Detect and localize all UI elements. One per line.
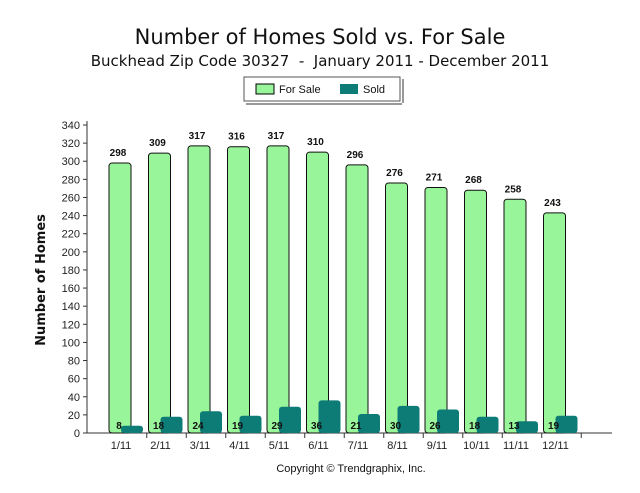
legend-label-sold: Sold <box>363 84 385 96</box>
bar-for-sale <box>503 198 527 434</box>
data-label-sold: 19 <box>232 421 244 432</box>
data-label-for-sale: 268 <box>465 175 482 186</box>
data-label-for-sale: 310 <box>307 137 324 148</box>
bar-sold <box>397 405 420 433</box>
data-label-sold: 8 <box>116 421 122 432</box>
bar-for-sale <box>266 145 290 434</box>
data-label-for-sale: 317 <box>268 131 285 142</box>
y-tick-label: 0 <box>74 428 80 440</box>
bar-for-sale <box>424 187 448 434</box>
y-tick-label: 200 <box>62 247 80 259</box>
data-label-sold: 19 <box>548 421 560 432</box>
y-tick-label: 220 <box>62 229 80 241</box>
y-tick-label: 100 <box>62 337 80 349</box>
data-label-sold: 30 <box>390 421 402 432</box>
data-label-sold: 18 <box>153 421 165 432</box>
y-tick-label: 20 <box>68 410 80 422</box>
x-tick-label: 4/11 <box>229 440 250 452</box>
bar-sold <box>555 415 578 433</box>
bar-for-sale <box>187 145 211 434</box>
bar-sold <box>318 400 341 433</box>
bar-sold <box>476 416 499 433</box>
bar-sold <box>516 421 538 433</box>
y-tick-label: 320 <box>62 138 80 150</box>
bar-for-sale <box>385 182 408 434</box>
x-tick-label: 2/11 <box>150 440 171 452</box>
y-tick-label: 280 <box>62 174 80 186</box>
bar-for-sale <box>227 146 250 434</box>
x-tick-label: 7/11 <box>348 440 369 452</box>
y-tick-label: 40 <box>68 392 80 404</box>
x-tick-label: 10/11 <box>463 440 490 452</box>
bar-sold <box>279 406 301 433</box>
x-tick-label: 5/11 <box>269 440 290 452</box>
copyright: Copyright © Trendgraphix, Inc. <box>276 463 425 475</box>
data-label-sold: 13 <box>508 421 520 432</box>
bar-sold <box>437 409 459 433</box>
data-label-sold: 21 <box>350 421 362 432</box>
data-label-for-sale: 298 <box>110 148 127 159</box>
bar-sold <box>121 425 143 433</box>
bar-sold <box>239 415 262 433</box>
data-label-for-sale: 309 <box>149 138 166 149</box>
data-label-for-sale: 258 <box>505 184 522 195</box>
bar-sold <box>160 416 183 433</box>
chart-title: Number of Homes Sold vs. For Sale <box>135 25 506 49</box>
legend-swatch-sold <box>340 84 358 94</box>
data-label-sold: 24 <box>192 421 204 432</box>
y-tick-label: 80 <box>68 356 80 368</box>
y-tick-label: 260 <box>62 192 80 204</box>
y-axis-label: Number of Homes <box>34 214 49 346</box>
y-tick-label: 140 <box>62 301 80 313</box>
x-tick-label: 3/11 <box>190 440 211 452</box>
data-label-for-sale: 316 <box>228 132 245 143</box>
chart-subtitle: Buckhead Zip Code 30327 - January 2011 -… <box>91 52 550 70</box>
data-label-sold: 29 <box>271 421 283 432</box>
bar-sold <box>358 413 380 433</box>
bar-for-sale <box>108 162 132 434</box>
legend: For Sale Sold <box>243 76 404 105</box>
bar-sold <box>200 411 222 433</box>
x-tick-label: 8/11 <box>387 440 408 452</box>
x-tick-label: 9/11 <box>427 440 448 452</box>
data-label-for-sale: 317 <box>189 131 206 142</box>
legend-label-for-sale: For Sale <box>279 84 321 96</box>
bar-for-sale <box>464 189 487 434</box>
y-tick-label: 180 <box>62 265 80 277</box>
x-tick-label: 12/11 <box>542 440 569 452</box>
y-tick-label: 160 <box>62 283 80 295</box>
x-tick-label: 6/11 <box>308 440 329 452</box>
data-label-sold: 18 <box>469 421 481 432</box>
data-label-sold: 26 <box>429 421 441 432</box>
bar-for-sale <box>345 164 369 434</box>
data-label-sold: 36 <box>311 421 323 432</box>
y-tick-label: 240 <box>62 211 80 223</box>
y-tick-label: 60 <box>68 374 80 386</box>
y-tick-label: 300 <box>62 156 80 168</box>
data-label-for-sale: 276 <box>386 168 403 179</box>
bar-for-sale <box>148 152 171 434</box>
x-tick-label: 11/11 <box>503 440 529 452</box>
data-label-for-sale: 296 <box>347 150 364 161</box>
bar-for-sale <box>306 151 329 434</box>
legend-swatch-for-sale <box>255 83 275 95</box>
y-tick-label: 340 <box>62 120 80 132</box>
data-label-for-sale: 271 <box>426 173 443 184</box>
bar-for-sale <box>543 212 566 434</box>
data-label-for-sale: 243 <box>544 198 561 209</box>
x-tick-label: 1/11 <box>111 440 132 452</box>
y-tick-label: 120 <box>62 319 80 331</box>
